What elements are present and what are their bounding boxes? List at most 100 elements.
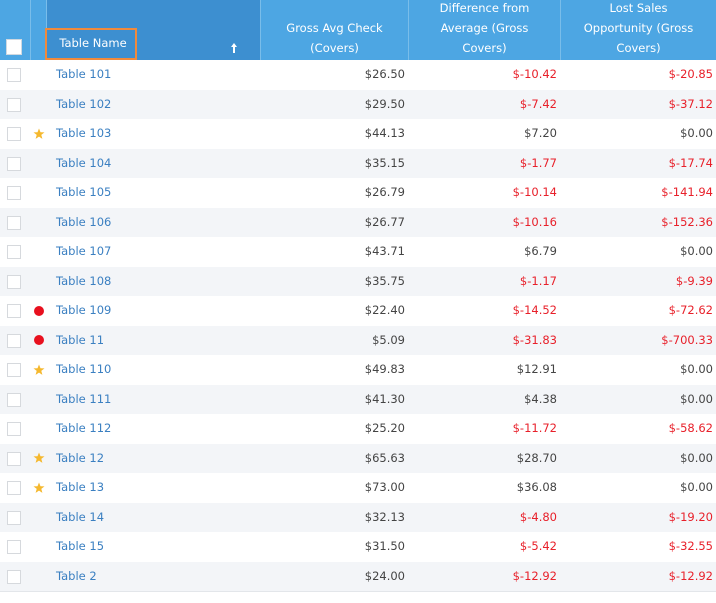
cell-value: $-1.17 [519, 273, 557, 288]
table-row[interactable]: Table 106 $26.77 $-10.16 $-152.36 [0, 207, 716, 237]
table-name-link[interactable]: Table 111 [56, 391, 112, 406]
cell-value: $-19.20 [668, 509, 713, 524]
row-checkbox[interactable] [7, 127, 21, 141]
table-name-link[interactable]: Table 107 [56, 244, 112, 258]
table-row[interactable]: Table 14 $32.13 $-4.80 $-19.20 [0, 502, 716, 532]
column-header[interactable]: Lost Sales Opportunity (Gross Covers) [560, 0, 716, 60]
status-dot [34, 335, 44, 345]
table-row[interactable]: Table 103 $44.13 $7.20 $0.00 [0, 119, 716, 149]
row-checkbox[interactable] [7, 245, 21, 259]
table-row[interactable]: Table 112 $25.20 $-11.72 $-58.62 [0, 414, 716, 444]
table-name-link[interactable]: Table 108 [56, 273, 112, 288]
table-row[interactable]: Table 110 $49.83 $12.91 $0.00 [0, 355, 716, 385]
table-name-link[interactable]: Table 12 [56, 450, 105, 465]
cell-value: $-20.85 [668, 67, 713, 81]
table-name-link[interactable]: Table 112 [56, 421, 112, 435]
cell-value: $-152.36 [661, 214, 713, 229]
cell-value: $-141.94 [661, 185, 713, 199]
table-name-link[interactable]: Table 102 [56, 96, 112, 111]
table-row[interactable]: Table 2 $24.00 $-12.92 $-12.92 [0, 561, 716, 591]
cell-value: $32.13 [364, 509, 405, 524]
table-name-link[interactable]: Table 2 [56, 568, 97, 583]
table-name-link[interactable]: Table 105 [56, 185, 112, 199]
cell-value: $4.38 [524, 391, 557, 406]
table-row[interactable]: Table 107 $43.71 $6.79 $0.00 [0, 237, 716, 267]
cell-value: $-32.55 [668, 539, 713, 553]
table-row[interactable] [0, 591, 716, 603]
cell-value: $-12.92 [512, 568, 557, 583]
cell-value: $49.83 [364, 362, 405, 376]
table-row[interactable]: Table 102 $29.50 $-7.42 $-37.12 [0, 89, 716, 119]
cell-value: $7.20 [524, 126, 557, 140]
row-checkbox[interactable] [7, 422, 21, 436]
star-icon [33, 482, 45, 493]
table-row[interactable]: Table 15 $31.50 $-5.42 $-32.55 [0, 532, 716, 562]
row-checkbox[interactable] [7, 363, 21, 377]
row-checkbox[interactable] [7, 274, 21, 289]
sort-header[interactable]: Table Name [45, 0, 260, 60]
table-row[interactable]: Table 108 $35.75 $-1.17 $-9.39 [0, 266, 716, 296]
cell-value: $-37.12 [668, 96, 713, 111]
table-name-link[interactable]: Table 101 [56, 67, 112, 81]
cell-value: $35.15 [364, 155, 405, 170]
cell-value: $-72.62 [668, 303, 713, 317]
row-checkbox[interactable] [7, 451, 21, 466]
table-name-link[interactable]: Table 15 [56, 539, 105, 553]
column-header[interactable]: Difference from Average (Gross Covers) [408, 0, 560, 60]
cell-value: $31.50 [364, 539, 405, 553]
table-row[interactable]: Table 105 $26.79 $-10.14 $-141.94 [0, 178, 716, 208]
row-checkbox[interactable] [7, 215, 21, 230]
table-row[interactable]: Table 104 $35.15 $-1.77 $-17.74 [0, 148, 716, 178]
cell-value: $-1.77 [519, 155, 557, 170]
cell-value: $0.00 [680, 480, 713, 494]
cell-value: $5.09 [372, 332, 405, 347]
table-name-link[interactable]: Table 106 [56, 214, 112, 229]
table-name-link[interactable]: Table 104 [56, 155, 112, 170]
cell-value: $43.71 [364, 244, 405, 258]
table-name-link[interactable]: Table 110 [56, 362, 112, 376]
cell-value: $0.00 [680, 391, 713, 406]
table-name-link[interactable]: Table 11 [56, 332, 105, 347]
row-checkbox[interactable] [7, 304, 21, 318]
table-row[interactable]: Table 13 $73.00 $36.08 $0.00 [0, 473, 716, 503]
cell-value: $-10.16 [512, 214, 557, 229]
cell-value: $0.00 [680, 244, 713, 258]
cell-value: $22.40 [364, 303, 405, 317]
row-checkbox[interactable] [7, 392, 21, 407]
cell-value: $-5.42 [519, 539, 557, 553]
row-checkbox[interactable] [7, 68, 21, 82]
cell-value: $-10.42 [512, 67, 557, 81]
table-row[interactable]: Table 111 $41.30 $4.38 $0.00 [0, 384, 716, 414]
table-name-link[interactable]: Table 14 [56, 509, 105, 524]
row-checkbox[interactable] [7, 97, 21, 112]
table-row[interactable]: Table 101 $26.50 $-10.42 $-20.85 [0, 60, 716, 90]
header-checkbox[interactable] [6, 39, 22, 55]
cell-value: $26.77 [364, 214, 405, 229]
table-name-link[interactable]: Table 109 [56, 303, 112, 317]
table-row[interactable]: Table 12 $65.63 $28.70 $0.00 [0, 443, 716, 473]
table-name-link[interactable]: Table 103 [56, 126, 112, 140]
cell-value: $-17.74 [668, 155, 713, 170]
table-name-link[interactable]: Table 13 [56, 480, 105, 494]
cell-value: $-12.92 [668, 568, 713, 583]
row-checkbox[interactable] [7, 540, 21, 554]
cell-value: $35.75 [364, 273, 405, 288]
cell-value: $36.08 [516, 480, 557, 494]
row-checkbox[interactable] [7, 569, 21, 584]
row-checkbox[interactable] [7, 510, 21, 525]
row-checkbox[interactable] [7, 186, 21, 200]
table-row[interactable]: Table 109 $22.40 $-14.52 $-72.62 [0, 296, 716, 326]
cell-value: $-7.42 [519, 96, 557, 111]
cell-value: $41.30 [364, 391, 405, 406]
row-checkbox[interactable] [7, 156, 21, 171]
cell-value: $-11.72 [512, 421, 557, 435]
row-checkbox[interactable] [7, 333, 21, 348]
column-header: Table Name [45, 28, 137, 60]
cell-value: $0.00 [680, 450, 713, 465]
column-header[interactable]: Gross Avg Check (Covers) [260, 0, 408, 60]
cell-value: $12.91 [516, 362, 557, 376]
table-row[interactable]: Table 11 $5.09 $-31.83 $-700.33 [0, 325, 716, 355]
row-checkbox[interactable] [7, 481, 21, 495]
cell-value: $-9.39 [675, 273, 713, 288]
